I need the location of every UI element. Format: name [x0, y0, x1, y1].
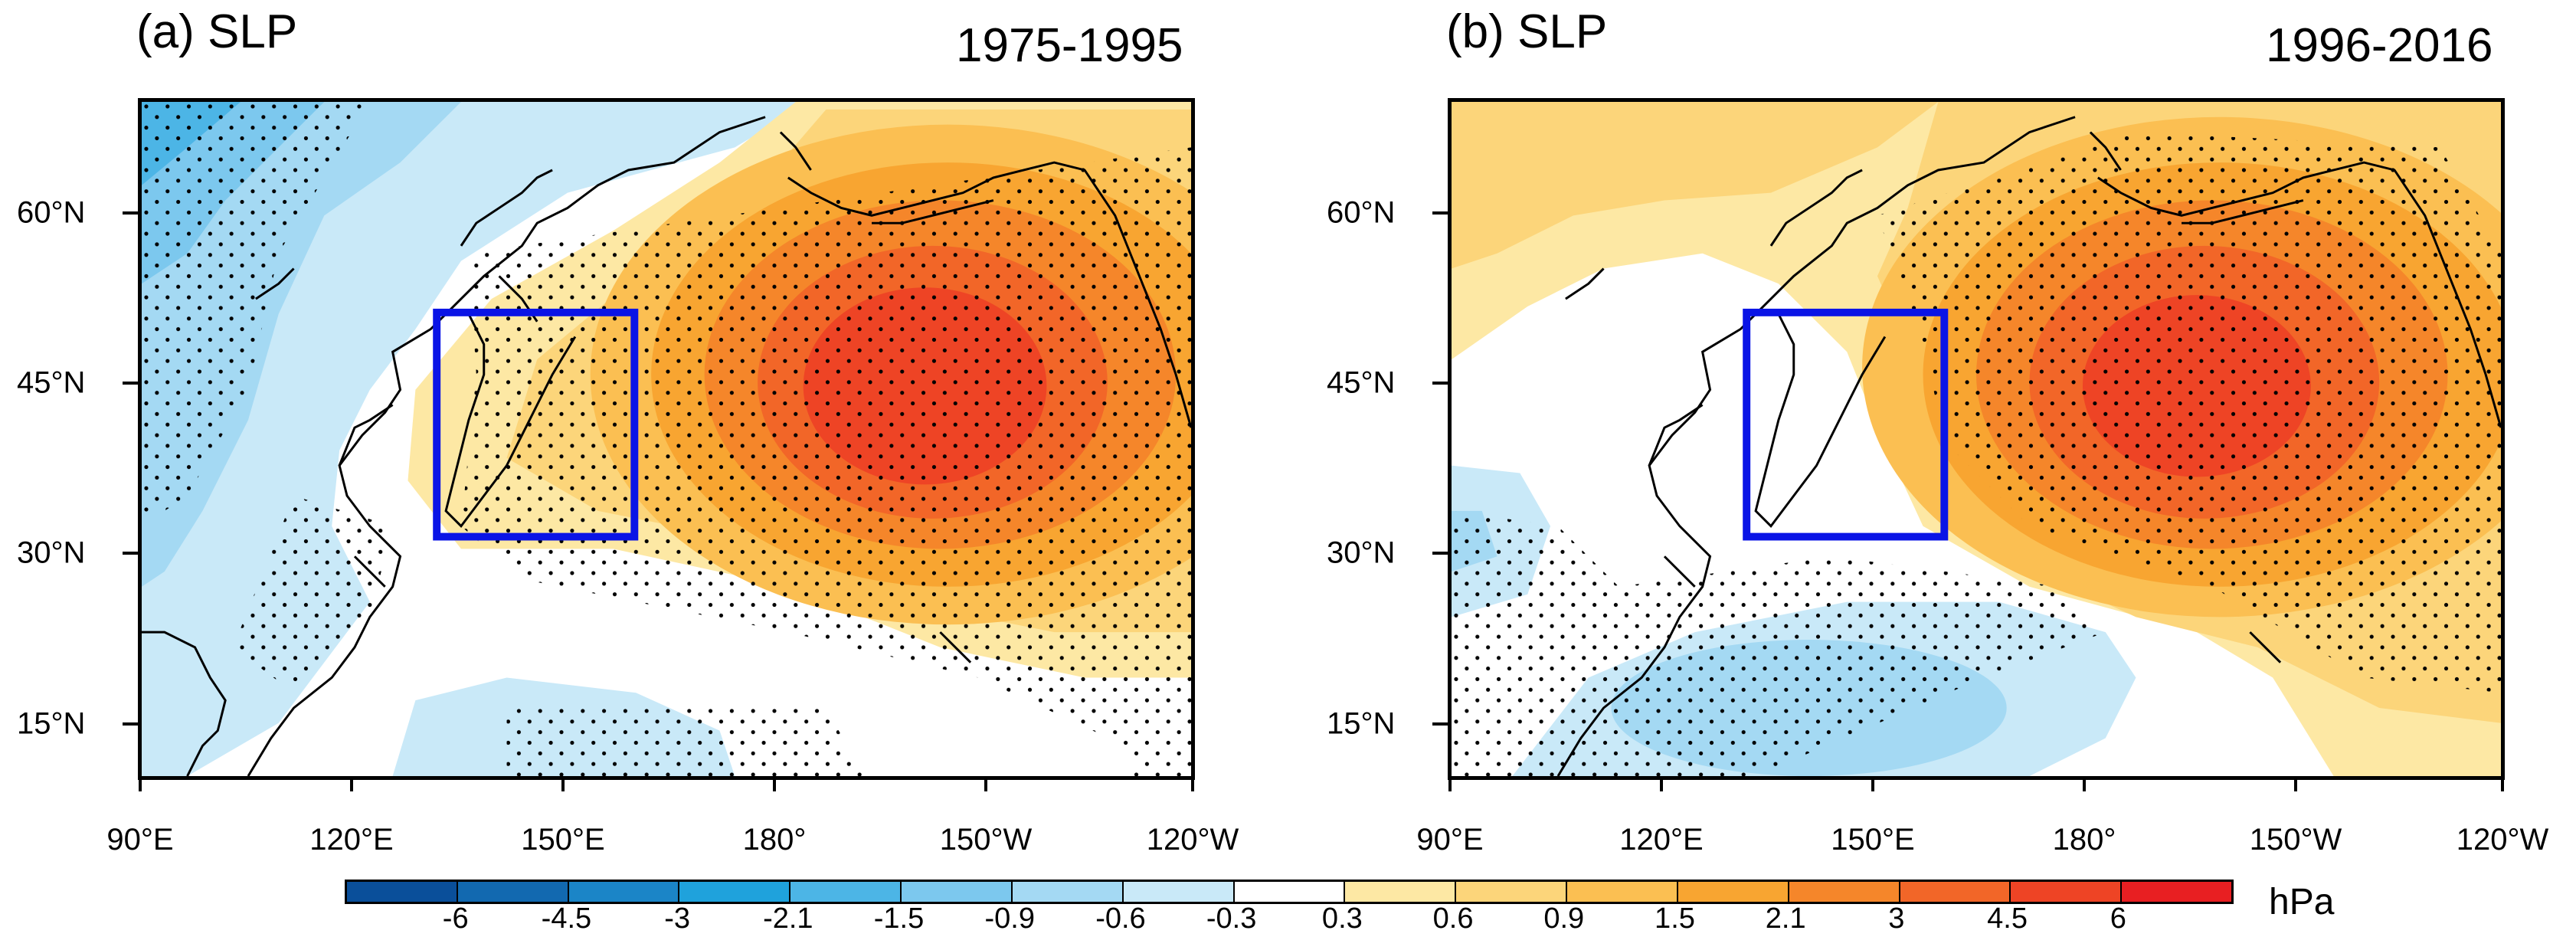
colorbar-cell	[1900, 882, 2011, 902]
panel-a-tick-x-0	[139, 776, 142, 791]
colorbar-level-label: 0.9	[1543, 902, 1585, 935]
panel-a-lat-label: 15°N	[17, 706, 86, 741]
colorbar-level-label: 3	[1888, 902, 1905, 935]
panel-a-map-canvas	[142, 102, 1191, 776]
colorbar-level-label: 6	[2110, 902, 2126, 935]
colorbar-cell	[1678, 882, 1789, 902]
panel-b-tick-y-2	[1432, 552, 1448, 555]
colorbar-cell	[1234, 882, 1346, 902]
panel-b-significance-stipple	[1452, 132, 2501, 776]
panel-a-tick-x-3	[773, 776, 776, 791]
colorbar-cell	[790, 882, 902, 902]
panel-b-map-canvas	[1452, 102, 2501, 776]
panel-a-lon-label: 120°E	[309, 823, 394, 857]
colorbar	[345, 880, 2234, 904]
panel-a-tick-x-1	[350, 776, 353, 791]
panel-b: (b) SLP 1996-2016	[1310, 0, 2576, 857]
panel-b-tick-x-2	[1871, 776, 1874, 791]
panel-a-map	[138, 98, 1195, 780]
colorbar-cell	[347, 882, 458, 902]
colorbar-cell	[1345, 882, 1457, 902]
panel-b-lon-label: 180°	[2052, 823, 2116, 857]
panel-a-tick-y-2	[123, 552, 138, 555]
panel-b-title: (b) SLP	[1446, 5, 1608, 58]
colorbar-level-label: -4.5	[541, 902, 592, 935]
panel-a-significance-stipple	[142, 102, 1191, 776]
panel-a-lon-label: 150°E	[521, 823, 605, 857]
panel-a-region-box	[433, 308, 639, 541]
panel-a-tick-y-1	[123, 382, 138, 385]
colorbar-cell	[2122, 882, 2232, 902]
colorbar-level-label: 2.1	[1765, 902, 1806, 935]
panel-a-coastlines	[142, 116, 1191, 776]
panel-b-tick-x-0	[1448, 776, 1452, 791]
panel-b-lat-label: 30°N	[1327, 536, 1396, 570]
colorbar-level-label: -6	[442, 902, 469, 935]
panel-a-lon-label: 150°W	[939, 823, 1033, 857]
panel-b-lon-label: 120°W	[2456, 823, 2549, 857]
panel-a-lon-label: 90°E	[106, 823, 174, 857]
colorbar-cell	[568, 882, 680, 902]
panel-a: (a) SLP 1975-1995	[0, 0, 1272, 857]
panel-b-lon-label: 150°E	[1831, 823, 1915, 857]
colorbar-unit: hPa	[2269, 882, 2335, 922]
colorbar-level-label: 1.5	[1655, 902, 1695, 935]
panel-b-lon-label: 120°E	[1619, 823, 1704, 857]
panel-a-tick-y-0	[123, 211, 138, 215]
colorbar-cell	[1456, 882, 1568, 902]
colorbar-cell	[457, 882, 569, 902]
colorbar-cell	[1123, 882, 1235, 902]
colorbar-level-label: -1.5	[873, 902, 925, 935]
colorbar-level-label: -0.9	[984, 902, 1035, 935]
colorbar-level-label: -0.3	[1206, 902, 1257, 935]
panel-b-lon-label: 150°W	[2249, 823, 2342, 857]
panel-b-lat-label: 15°N	[1327, 706, 1396, 741]
panel-a-period: 1975-1995	[956, 19, 1183, 72]
panel-b-lat-label: 60°N	[1327, 195, 1396, 230]
colorbar-cell	[2011, 882, 2123, 902]
colorbar-level-label: -3	[664, 902, 691, 935]
panel-b-region-box	[1743, 308, 1949, 541]
panel-b-coastlines	[1556, 116, 2501, 776]
panel-a-tick-x-5	[1191, 776, 1194, 791]
panel-a-lat-label: 60°N	[17, 195, 86, 230]
panel-b-tick-y-3	[1432, 722, 1448, 726]
panel-a-lat-label: 30°N	[17, 536, 86, 570]
colorbar-level-label: 0.3	[1321, 902, 1363, 935]
colorbar-cell	[1567, 882, 1678, 902]
colorbar-level-label: -2.1	[763, 902, 813, 935]
panel-a-tick-y-3	[123, 722, 138, 726]
panel-b-period: 1996-2016	[2266, 19, 2493, 72]
panel-a-title: (a) SLP	[136, 5, 298, 58]
panel-b-tick-x-3	[2083, 776, 2086, 791]
panel-b-lon-label: 90°E	[1416, 823, 1484, 857]
colorbar-cell	[1789, 882, 1900, 902]
colorbar-level-label: 0.6	[1432, 902, 1474, 935]
colorbar-level-label: -0.6	[1095, 902, 1146, 935]
panel-b-tick-y-0	[1432, 211, 1448, 215]
panel-a-tick-x-4	[984, 776, 987, 791]
panel-b-tick-x-5	[2501, 776, 2504, 791]
panel-a-lat-label: 45°N	[17, 365, 86, 400]
panel-b-map	[1448, 98, 2505, 780]
panel-b-tick-y-1	[1432, 382, 1448, 385]
panel-a-tick-x-2	[561, 776, 565, 791]
panel-b-tick-x-1	[1660, 776, 1663, 791]
colorbar-cell	[1012, 882, 1124, 902]
panel-b-lat-label: 45°N	[1327, 365, 1396, 400]
panel-b-tick-x-4	[2294, 776, 2297, 791]
colorbar-cell	[902, 882, 1013, 902]
panel-a-lon-label: 180°	[742, 823, 807, 857]
colorbar-level-label: 4.5	[1987, 902, 2028, 935]
colorbar-cell	[679, 882, 791, 902]
panel-a-lon-label: 120°W	[1146, 823, 1239, 857]
